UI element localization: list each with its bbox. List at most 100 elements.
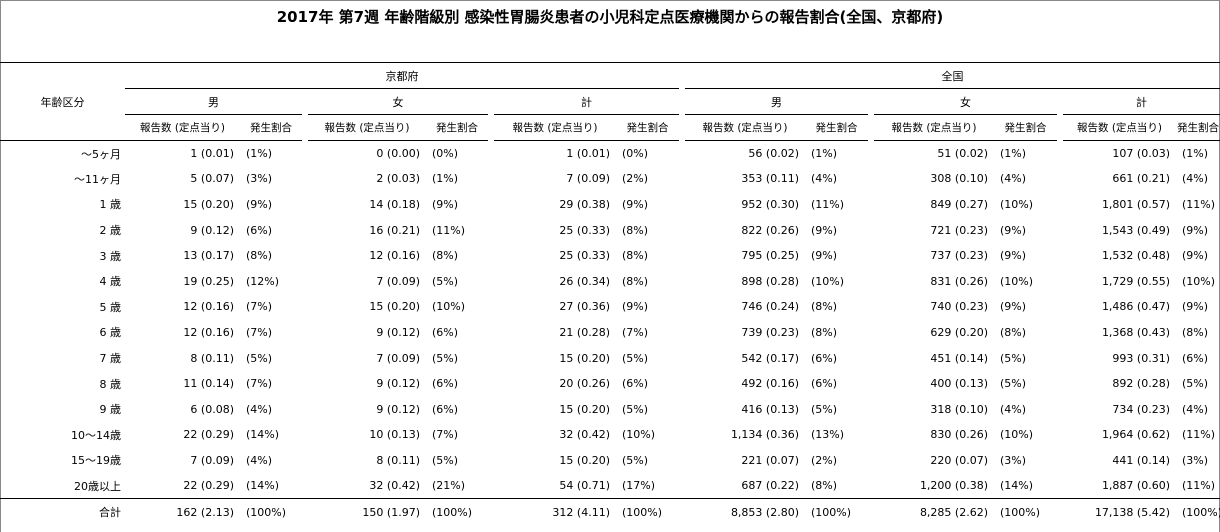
rate-cell: (9%) bbox=[246, 197, 273, 211]
table-row: 15～19歳 7 (0.09) (4%) 8 (0.11) (5%) 15 (0.20) (… bbox=[0, 448, 1220, 474]
rate-cell: (0%) bbox=[432, 147, 459, 161]
rate-cell: (11%) bbox=[811, 197, 845, 211]
count-cell: 10 (0.13) bbox=[369, 428, 420, 442]
table-row: ～5ヶ月 1 (0.01) (1%) 0 (0.00) (0%) 1 (0.01) (0%)… bbox=[0, 141, 1220, 167]
age-header-bottom bbox=[0, 114, 125, 141]
count-cell: 1,543 (0.49) bbox=[1101, 223, 1170, 237]
count-cell: 15 (0.20) bbox=[183, 197, 234, 211]
rate-header: 発生割合 bbox=[994, 114, 1057, 141]
count-cell: 400 (0.13) bbox=[930, 377, 988, 391]
rate-cell: (11%) bbox=[432, 223, 466, 237]
age-header: 年齢区分 bbox=[40, 95, 85, 109]
rate-cell: (3%) bbox=[246, 172, 273, 186]
age-label: 3 歳 bbox=[99, 249, 122, 263]
table-row: 3 歳 13 (0.17) (8%) 12 (0.16) (8%) 25 (0.33) (8… bbox=[0, 243, 1220, 269]
count-cell: 1,532 (0.48) bbox=[1101, 249, 1170, 263]
count-cell: 822 (0.26) bbox=[741, 223, 799, 237]
count-cell: 1,486 (0.47) bbox=[1101, 300, 1170, 314]
age-label: 7 歳 bbox=[99, 352, 122, 366]
count-cell: 25 (0.33) bbox=[559, 249, 610, 263]
rate-cell: (10%) bbox=[811, 274, 845, 288]
rate-cell: (4%) bbox=[1000, 172, 1027, 186]
count-cell: 15 (0.20) bbox=[559, 402, 610, 416]
count-cell: 14 (0.18) bbox=[369, 197, 420, 211]
count-cell: 25 (0.33) bbox=[559, 223, 610, 237]
count-cell: 8,285 (2.62) bbox=[874, 498, 994, 525]
count-cell: 8 (0.11) bbox=[376, 453, 420, 467]
region-header-national: 全国 bbox=[685, 62, 1220, 89]
rate-cell: (3%) bbox=[1000, 453, 1027, 467]
report-title: 2017年 第7週 年齢階級別 感染性胃腸炎患者の小児科定点医療機関からの報告割… bbox=[276, 8, 944, 26]
rate-cell: (6%) bbox=[622, 377, 649, 391]
rate-cell: (5%) bbox=[622, 402, 649, 416]
count-cell: 21 (0.28) bbox=[559, 325, 610, 339]
rate-cell: (12%) bbox=[246, 274, 280, 288]
count-cell: 5 (0.07) bbox=[190, 172, 234, 186]
group-gap bbox=[1057, 498, 1063, 525]
count-cell: 0 (0.00) bbox=[376, 147, 420, 161]
count-cell: 1 (0.01) bbox=[190, 147, 234, 161]
table-row: 20歳以上 22 (0.29) (14%) 32 (0.42) (21%) 54 (0.7… bbox=[0, 473, 1220, 499]
sex-header-national-female: 女 bbox=[874, 88, 1057, 115]
count-cell: 22 (0.29) bbox=[183, 479, 234, 493]
age-label: 合計 bbox=[0, 498, 125, 525]
rate-cell: (6%) bbox=[432, 325, 459, 339]
count-cell: 1,887 (0.60) bbox=[1101, 479, 1170, 493]
rate-cell: (14%) bbox=[246, 428, 280, 442]
rate-cell: (5%) bbox=[432, 274, 459, 288]
group-gap bbox=[488, 498, 494, 525]
count-cell: 492 (0.16) bbox=[741, 377, 799, 391]
count-cell: 830 (0.26) bbox=[930, 428, 988, 442]
rate-cell: (11%) bbox=[1182, 428, 1216, 442]
count-cell: 734 (0.23) bbox=[1112, 402, 1170, 416]
count-cell: 7 (0.09) bbox=[376, 274, 420, 288]
sex-header-kyoto-total: 計 bbox=[494, 88, 679, 115]
rate-cell: (100%) bbox=[240, 498, 302, 525]
count-cell: 721 (0.23) bbox=[930, 223, 988, 237]
rate-cell: (2%) bbox=[811, 453, 838, 467]
count-cell: 29 (0.38) bbox=[559, 197, 610, 211]
rate-cell: (8%) bbox=[622, 249, 649, 263]
rate-cell: (5%) bbox=[246, 351, 273, 365]
count-cell: 7 (0.09) bbox=[376, 351, 420, 365]
rate-header: 発生割合 bbox=[426, 114, 488, 141]
count-cell: 22 (0.29) bbox=[183, 428, 234, 442]
rate-cell: (10%) bbox=[1182, 274, 1216, 288]
rate-cell: (8%) bbox=[811, 325, 838, 339]
rate-cell: (9%) bbox=[811, 223, 838, 237]
count-cell: 441 (0.14) bbox=[1112, 453, 1170, 467]
count-cell: 416 (0.13) bbox=[741, 402, 799, 416]
count-header: 報告数 (定点当り) bbox=[308, 114, 426, 141]
rate-cell: (7%) bbox=[622, 325, 649, 339]
rate-cell: (11%) bbox=[1182, 479, 1216, 493]
table-row: 1 歳 15 (0.20) (9%) 14 (0.18) (9%) 29 (0.38) (9… bbox=[0, 192, 1220, 218]
table-row: ～11ヶ月 5 (0.07) (3%) 2 (0.03) (1%) 7 (0.09) (2%… bbox=[0, 166, 1220, 192]
page-border-top bbox=[0, 0, 1220, 1]
rate-header: 発生割合 bbox=[240, 114, 302, 141]
age-header-top bbox=[0, 62, 125, 89]
count-cell: 1 (0.01) bbox=[566, 147, 610, 161]
rate-cell: (8%) bbox=[811, 479, 838, 493]
count-cell: 12 (0.16) bbox=[183, 325, 234, 339]
count-cell: 13 (0.17) bbox=[183, 249, 234, 263]
count-cell: 56 (0.02) bbox=[748, 147, 799, 161]
count-cell: 7 (0.09) bbox=[190, 453, 234, 467]
table-row: 4 歳 19 (0.25) (12%) 7 (0.09) (5%) 26 (0.34) (8… bbox=[0, 268, 1220, 294]
count-cell: 542 (0.17) bbox=[741, 351, 799, 365]
count-cell: 15 (0.20) bbox=[559, 351, 610, 365]
age-label: ～5ヶ月 bbox=[81, 147, 121, 161]
count-cell: 9 (0.12) bbox=[376, 402, 420, 416]
rate-cell: (6%) bbox=[246, 223, 273, 237]
age-label: 9 歳 bbox=[99, 403, 122, 417]
rate-cell: (5%) bbox=[1000, 377, 1027, 391]
rate-cell: (5%) bbox=[811, 402, 838, 416]
count-cell: 952 (0.30) bbox=[741, 197, 799, 211]
rate-cell: (9%) bbox=[622, 197, 649, 211]
rate-cell: (1%) bbox=[1182, 147, 1209, 161]
age-label: 2 歳 bbox=[99, 224, 122, 238]
count-cell: 892 (0.28) bbox=[1112, 377, 1170, 391]
rate-cell: (6%) bbox=[432, 377, 459, 391]
count-cell: 451 (0.14) bbox=[930, 351, 988, 365]
count-cell: 7 (0.09) bbox=[566, 172, 610, 186]
rate-cell: (11%) bbox=[1182, 197, 1216, 211]
